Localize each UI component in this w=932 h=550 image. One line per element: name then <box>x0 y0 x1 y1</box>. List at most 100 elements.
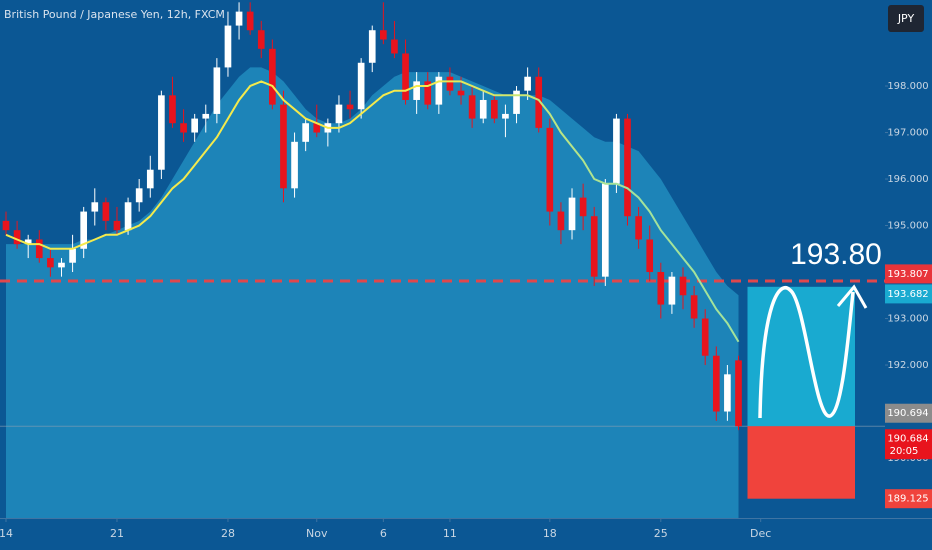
candle-body <box>701 318 709 356</box>
candle-body <box>113 220 121 231</box>
candle-body <box>257 30 265 49</box>
candle-body <box>568 197 576 231</box>
candle-body <box>135 188 143 203</box>
candle-body <box>557 211 565 231</box>
currency-button-label[interactable]: JPY <box>897 12 915 25</box>
candle-body <box>491 99 498 119</box>
y-tick-label: 193.000 <box>887 314 928 325</box>
area-layer <box>6 67 739 519</box>
stop-box <box>747 426 855 499</box>
candle-body <box>601 183 609 277</box>
candle-body <box>35 239 43 259</box>
candle-body <box>546 127 554 212</box>
candle-body <box>213 67 221 114</box>
candle-body <box>380 30 387 40</box>
candle-body <box>280 104 287 189</box>
candle-body <box>224 25 232 68</box>
projection-curve <box>758 286 855 419</box>
y-tick-label: 198.000 <box>887 81 928 92</box>
candle-body <box>202 113 210 119</box>
candle-body <box>502 113 509 119</box>
price-label-box <box>885 489 932 509</box>
x-tick-label: 25 <box>654 527 668 540</box>
chart-title: British Pound / Japanese Yen, 12h, FXCM <box>4 8 225 21</box>
candle-body <box>246 11 254 31</box>
candle-body <box>102 202 110 221</box>
ma-line <box>5 80 740 343</box>
candle-body <box>590 216 598 277</box>
x-tick-label: 18 <box>543 527 557 540</box>
candle-body <box>735 360 742 427</box>
candle-body <box>635 216 642 240</box>
candle-body <box>368 30 376 63</box>
candle-body <box>91 202 99 212</box>
candle-body <box>80 211 88 249</box>
projection-arrow <box>836 284 868 309</box>
candle-body <box>58 262 65 268</box>
y-tick-label: 197.000 <box>887 128 928 139</box>
y-tick-label: 196.000 <box>887 174 928 185</box>
candle-body <box>180 123 187 133</box>
candle-body <box>657 272 665 305</box>
candle-body <box>169 95 176 124</box>
x-tick-label: 6 <box>380 527 387 540</box>
price-label-box <box>885 403 932 423</box>
candle-body <box>357 62 365 110</box>
candle-body <box>524 76 531 91</box>
candle-body <box>679 276 687 296</box>
candle-body <box>24 239 32 245</box>
x-tick-label: 28 <box>221 527 235 540</box>
candle-body <box>513 90 520 114</box>
candle-body <box>446 76 454 91</box>
candle-body <box>724 374 731 412</box>
x-tick-label: 11 <box>443 527 457 540</box>
price-label: 190.684 <box>887 434 928 445</box>
candle-body <box>579 197 587 217</box>
x-tick-label: 14 <box>0 527 13 540</box>
candle-body <box>158 95 165 170</box>
candle-body <box>2 220 10 231</box>
candle-body <box>335 104 343 124</box>
candle-body <box>457 90 465 96</box>
candle-layer <box>2 2 742 431</box>
x-tick-label: Nov <box>306 527 328 540</box>
candle-body <box>413 81 420 100</box>
candle-body <box>624 118 631 217</box>
x-tick-label: 21 <box>110 527 124 540</box>
candle-body <box>269 48 276 105</box>
price-label: 189.125 <box>887 494 928 505</box>
price-label-box <box>885 264 932 284</box>
candle-body <box>613 118 620 184</box>
candle-body <box>468 95 476 119</box>
candle-body <box>424 81 432 105</box>
currency-button[interactable] <box>888 5 924 32</box>
price-label-box <box>885 429 932 460</box>
candle-body <box>712 355 720 412</box>
candle-body <box>124 202 132 231</box>
candle-body <box>302 123 309 142</box>
candle-body <box>346 104 354 110</box>
candle-body <box>235 11 243 26</box>
candle-body <box>291 141 298 189</box>
y-tick-label: 195.000 <box>887 221 928 232</box>
candle-body <box>402 53 409 100</box>
price-label-box <box>885 284 932 304</box>
candle-body <box>13 230 21 245</box>
countdown-label: 20:05 <box>890 446 919 457</box>
candle-body <box>435 76 443 105</box>
candle-body <box>535 76 543 128</box>
candle-body <box>69 248 76 263</box>
candle-body <box>146 169 154 189</box>
candle-body <box>191 118 198 133</box>
candle-body <box>668 276 676 305</box>
candle-body <box>479 99 487 119</box>
candle-body <box>646 239 654 273</box>
target-annotation: 193.80 <box>790 238 882 271</box>
x-tick-label: Dec <box>750 527 771 540</box>
band-area <box>6 67 739 519</box>
candle-body <box>391 39 398 54</box>
price-label: 190.694 <box>887 408 928 419</box>
candle-body <box>690 295 698 319</box>
